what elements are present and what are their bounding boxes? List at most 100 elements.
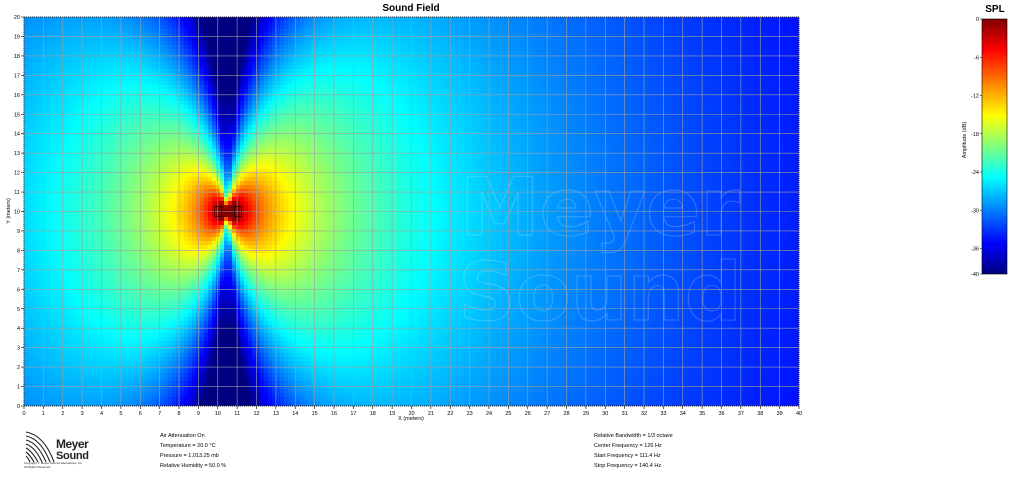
heatmap-cell bbox=[424, 113, 429, 118]
heatmap-cell bbox=[180, 109, 185, 114]
heatmap-cell bbox=[788, 25, 793, 30]
heatmap-cell bbox=[792, 69, 797, 74]
heatmap-cell bbox=[692, 29, 697, 34]
heatmap-cell bbox=[248, 25, 253, 30]
heatmap-cell bbox=[380, 65, 385, 70]
heatmap-cell bbox=[736, 69, 741, 74]
heatmap-cell bbox=[632, 61, 637, 66]
heatmap-cell bbox=[104, 77, 109, 82]
heatmap-cell bbox=[684, 89, 689, 94]
heatmap-cell bbox=[536, 81, 541, 86]
heatmap-cell bbox=[344, 65, 349, 70]
heatmap-cell bbox=[56, 33, 61, 38]
heatmap-cell bbox=[268, 97, 273, 102]
heatmap-cell bbox=[632, 37, 637, 42]
heatmap-cell bbox=[256, 105, 261, 110]
heatmap-cell bbox=[592, 97, 597, 102]
heatmap-cell bbox=[508, 65, 513, 70]
heatmap-cell bbox=[500, 77, 505, 82]
heatmap-cell bbox=[320, 77, 325, 82]
heatmap-cell bbox=[176, 93, 181, 98]
heatmap-cell bbox=[576, 77, 581, 82]
heatmap-cell bbox=[388, 85, 393, 90]
heatmap-cell bbox=[520, 49, 525, 54]
heatmap-cell bbox=[372, 37, 377, 42]
heatmap-cell bbox=[408, 89, 413, 94]
heatmap-cell bbox=[52, 17, 57, 22]
heatmap-cell bbox=[460, 93, 465, 98]
heatmap-cell bbox=[112, 81, 117, 86]
heatmap-cell bbox=[572, 97, 577, 102]
heatmap-cell bbox=[96, 105, 101, 110]
heatmap-cell bbox=[284, 25, 289, 30]
heatmap-cell bbox=[616, 77, 621, 82]
heatmap-cell bbox=[316, 69, 321, 74]
heatmap-cell bbox=[28, 57, 33, 62]
heatmap-cell bbox=[112, 77, 117, 82]
heatmap-cell bbox=[760, 57, 765, 62]
heatmap-cell bbox=[348, 29, 353, 34]
heatmap-cell bbox=[556, 69, 561, 74]
heatmap-cell bbox=[776, 61, 781, 66]
heatmap-cell bbox=[576, 61, 581, 66]
heatmap-cell bbox=[588, 77, 593, 82]
heatmap-cell bbox=[312, 89, 317, 94]
heatmap-cell bbox=[236, 29, 241, 34]
heatmap-cell bbox=[656, 49, 661, 54]
heatmap-cell bbox=[556, 21, 561, 26]
heatmap-cell bbox=[548, 49, 553, 54]
heatmap-cell bbox=[692, 25, 697, 30]
heatmap-cell bbox=[524, 21, 529, 26]
heatmap-cell bbox=[56, 81, 61, 86]
heatmap-cell bbox=[424, 69, 429, 74]
heatmap-cell bbox=[216, 89, 221, 94]
heatmap-cell bbox=[372, 61, 377, 66]
heatmap-cell bbox=[664, 85, 669, 90]
heatmap-cell bbox=[628, 53, 633, 58]
heatmap-cell bbox=[504, 89, 509, 94]
heatmap-cell bbox=[408, 113, 413, 118]
heatmap-cell bbox=[692, 85, 697, 90]
heatmap-cell bbox=[168, 97, 173, 102]
heatmap-cell bbox=[168, 25, 173, 30]
heatmap-cell bbox=[560, 69, 565, 74]
heatmap-cell bbox=[228, 65, 233, 70]
heatmap-cell bbox=[132, 77, 137, 82]
heatmap-cell bbox=[324, 105, 329, 110]
heatmap-cell bbox=[784, 49, 789, 54]
heatmap-cell bbox=[592, 85, 597, 90]
heatmap-cell bbox=[720, 85, 725, 90]
heatmap-cell bbox=[516, 25, 521, 30]
heatmap-cell bbox=[324, 65, 329, 70]
heatmap-cell bbox=[460, 41, 465, 46]
heatmap-cell bbox=[384, 69, 389, 74]
heatmap-cell bbox=[644, 17, 649, 22]
heatmap-cell bbox=[68, 117, 73, 122]
heatmap-cell bbox=[508, 17, 513, 22]
heatmap-cell bbox=[64, 45, 69, 50]
heatmap-cell bbox=[316, 57, 321, 62]
heatmap-cell bbox=[596, 29, 601, 34]
heatmap-cell bbox=[708, 21, 713, 26]
heatmap-cell bbox=[160, 53, 165, 58]
heatmap-cell bbox=[256, 33, 261, 38]
heatmap-cell bbox=[636, 33, 641, 38]
heatmap-cell bbox=[660, 17, 665, 22]
heatmap-cell bbox=[504, 85, 509, 90]
heatmap-cell bbox=[752, 77, 757, 82]
heatmap-cell bbox=[232, 89, 237, 94]
heatmap-cell bbox=[44, 69, 49, 74]
heatmap-cell bbox=[736, 65, 741, 70]
heatmap-cell bbox=[792, 77, 797, 82]
heatmap-cell bbox=[728, 93, 733, 98]
heatmap-cell bbox=[296, 57, 301, 62]
heatmap-cell bbox=[752, 61, 757, 66]
heatmap-cell bbox=[764, 33, 769, 38]
heatmap-cell bbox=[232, 85, 237, 90]
heatmap-cell bbox=[408, 81, 413, 86]
heatmap-cell bbox=[708, 81, 713, 86]
heatmap-cell bbox=[344, 33, 349, 38]
heatmap-cell bbox=[360, 37, 365, 42]
heatmap-cell bbox=[604, 21, 609, 26]
heatmap-cell bbox=[112, 93, 117, 98]
